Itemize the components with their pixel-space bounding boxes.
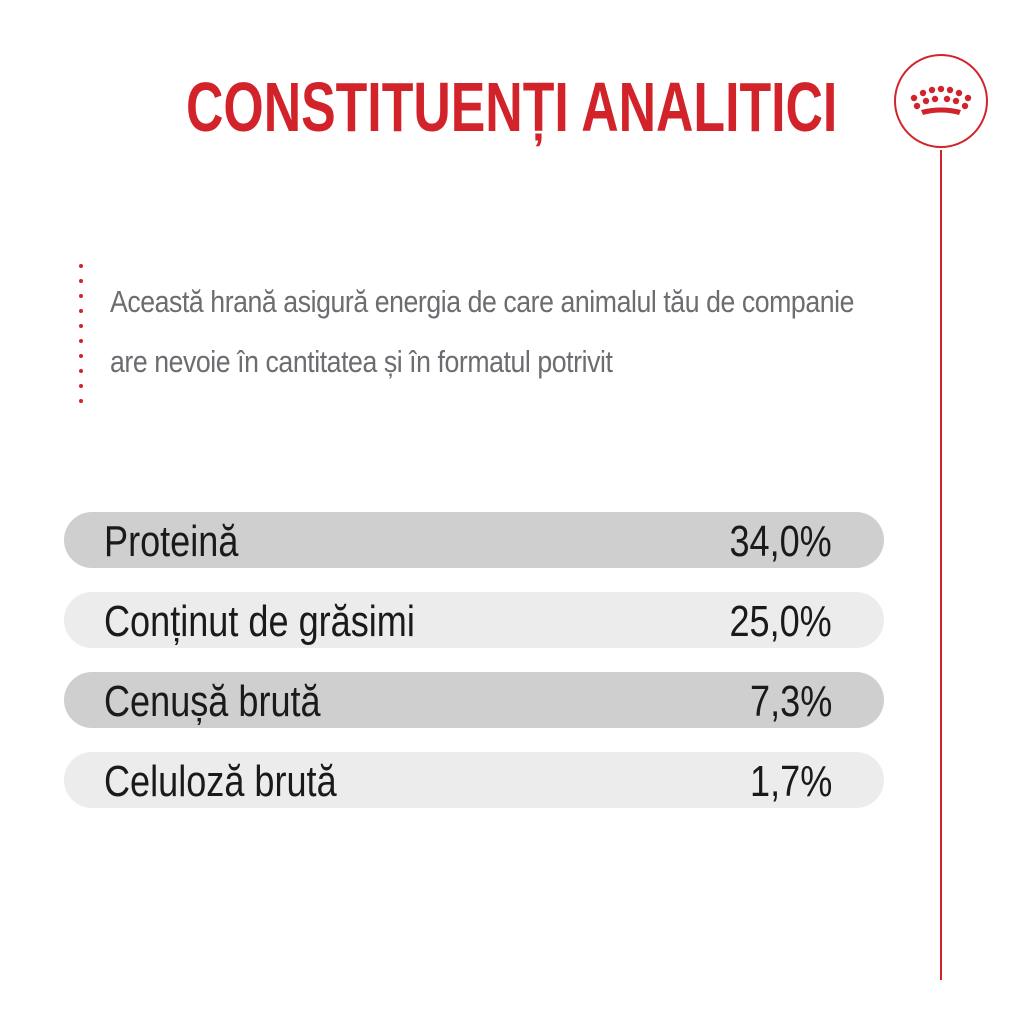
constituent-label: Conținut de grăsimi [104,597,415,646]
intro-line: Această hrană asigură energia de care an… [110,284,855,319]
constituent-row-fat: Conținut de grăsimi 25,0% [64,592,884,648]
vertical-divider [940,150,942,980]
constituent-label: Cenușă brută [104,677,321,726]
page-title: CONSTITUENȚI ANALITICI [186,68,838,146]
constituent-label: Proteină [104,517,239,566]
intro-text: Această hrană asigură energia de care an… [110,272,855,392]
constituent-value: 25,0% [729,597,832,646]
intro-line: are nevoie în cantitatea și în formatul … [110,344,613,379]
constituent-row-fiber: Celuloză brută 1,7% [64,752,884,808]
constituent-value: 34,0% [729,517,832,566]
constituent-row-protein: Proteină 34,0% [64,512,884,568]
constituent-value: 1,7% [749,757,832,806]
brand-logo [892,52,990,150]
crown-icon [894,54,988,148]
constituent-label: Celuloză brută [104,757,337,806]
constituent-value: 7,3% [749,677,832,726]
constituents-table: Proteină 34,0% Conținut de grăsimi 25,0%… [64,512,884,832]
dotted-divider [79,264,83,403]
constituent-row-ash: Cenușă brută 7,3% [64,672,884,728]
